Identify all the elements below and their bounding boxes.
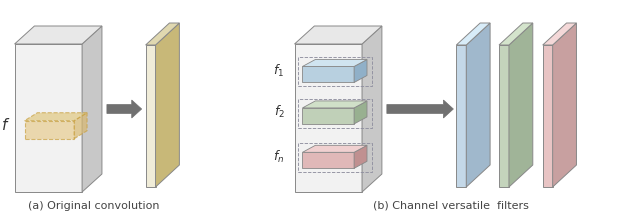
Polygon shape — [354, 59, 367, 82]
Polygon shape — [499, 45, 509, 187]
Text: $f_2$: $f_2$ — [273, 104, 285, 120]
Text: $f$: $f$ — [1, 117, 11, 133]
Polygon shape — [146, 45, 156, 187]
Polygon shape — [499, 23, 532, 45]
Polygon shape — [543, 45, 552, 187]
Text: $f_n$: $f_n$ — [273, 149, 285, 165]
Polygon shape — [146, 23, 179, 45]
Polygon shape — [303, 108, 354, 124]
Polygon shape — [303, 152, 354, 168]
Text: (a) Original convolution: (a) Original convolution — [28, 201, 160, 211]
Polygon shape — [543, 23, 577, 45]
Polygon shape — [387, 100, 453, 118]
Polygon shape — [467, 23, 490, 187]
Polygon shape — [303, 145, 367, 152]
Polygon shape — [362, 26, 382, 192]
Text: (b) Channel versatile  filters: (b) Channel versatile filters — [374, 201, 529, 211]
Polygon shape — [294, 26, 382, 44]
Polygon shape — [552, 23, 577, 187]
Polygon shape — [354, 101, 367, 124]
Polygon shape — [303, 59, 367, 67]
Polygon shape — [74, 113, 87, 139]
Polygon shape — [303, 67, 354, 82]
Polygon shape — [24, 113, 87, 121]
Polygon shape — [156, 23, 179, 187]
Polygon shape — [456, 45, 467, 187]
Polygon shape — [303, 101, 367, 108]
Polygon shape — [294, 44, 362, 192]
Polygon shape — [24, 121, 74, 139]
Text: $f_1$: $f_1$ — [273, 63, 285, 79]
Polygon shape — [15, 44, 82, 192]
Polygon shape — [509, 23, 532, 187]
Polygon shape — [82, 26, 102, 192]
Polygon shape — [354, 145, 367, 168]
Polygon shape — [15, 26, 102, 44]
Polygon shape — [456, 23, 490, 45]
Polygon shape — [107, 100, 141, 118]
